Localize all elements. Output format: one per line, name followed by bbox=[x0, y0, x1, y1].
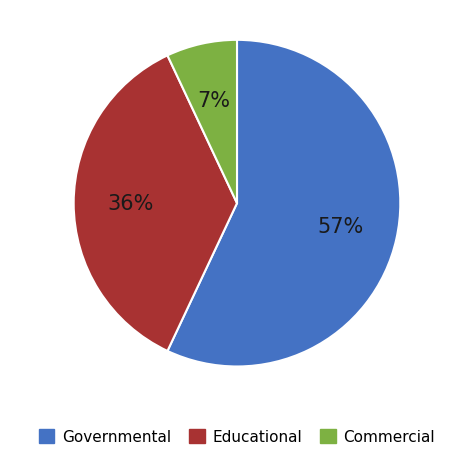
Wedge shape bbox=[73, 56, 237, 351]
Text: 36%: 36% bbox=[108, 194, 154, 214]
Text: 7%: 7% bbox=[197, 90, 230, 110]
Legend: Governmental, Educational, Commercial: Governmental, Educational, Commercial bbox=[33, 423, 441, 450]
Wedge shape bbox=[167, 41, 237, 204]
Wedge shape bbox=[167, 41, 401, 367]
Text: 57%: 57% bbox=[318, 217, 364, 237]
